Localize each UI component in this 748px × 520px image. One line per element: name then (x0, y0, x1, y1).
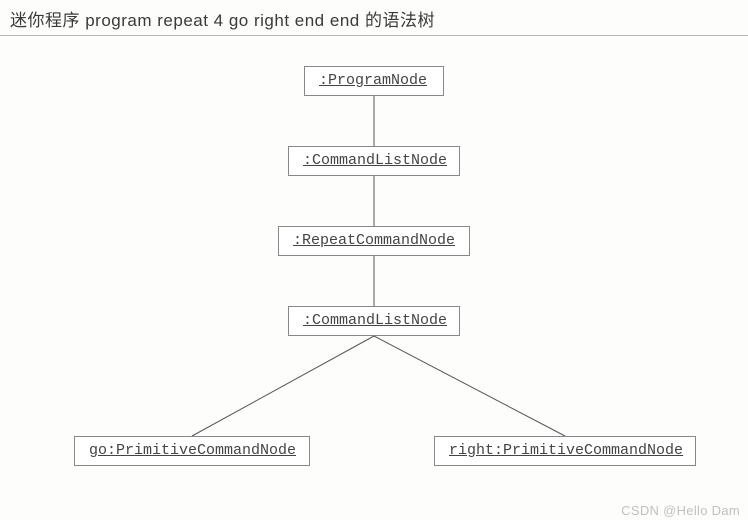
tree-node: right:PrimitiveCommandNode (434, 436, 696, 466)
tree-canvas: :ProgramNode :CommandListNode :RepeatComma… (0, 36, 748, 516)
tree-node: go:PrimitiveCommandNode (74, 436, 310, 466)
diagram-title: 迷你程序 program repeat 4 go right end end 的… (0, 0, 748, 36)
tree-node: :CommandListNode (288, 146, 460, 176)
tree-node: :CommandListNode (288, 306, 460, 336)
tree-node: :RepeatCommandNode (278, 226, 470, 256)
tree-node: :ProgramNode (304, 66, 444, 96)
watermark: CSDN @Hello Dam (621, 503, 740, 518)
